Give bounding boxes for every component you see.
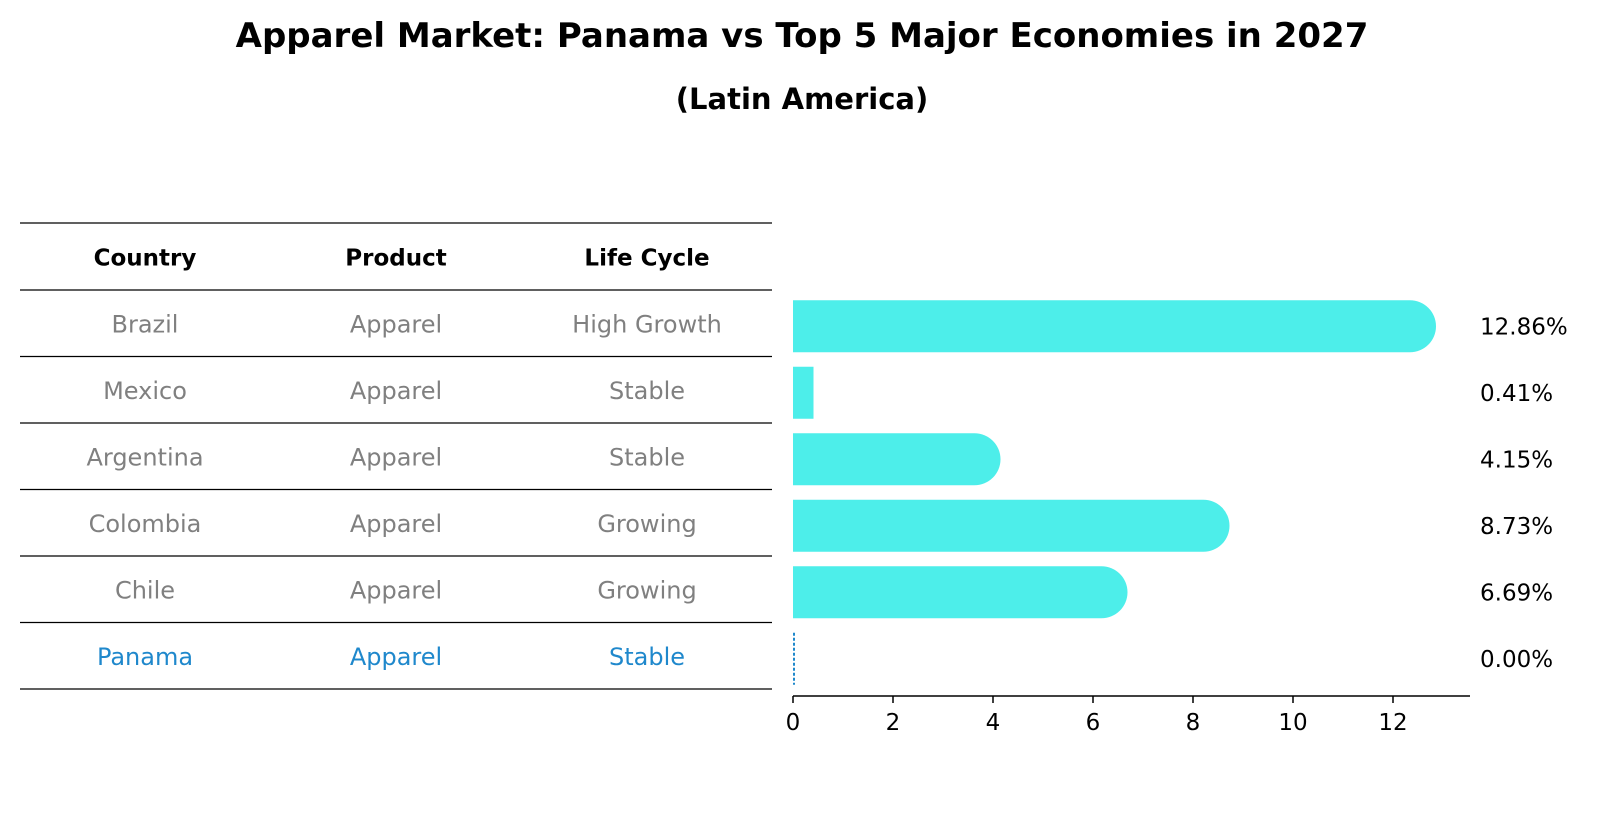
value-label: 4.15% [1480,447,1553,473]
x-axis: 0 2 4 6 8 10 12 [786,695,1470,736]
x-tick-label: 8 [1186,710,1201,736]
x-tick-label: 4 [986,710,1001,736]
value-label: 8.73% [1480,514,1553,540]
value-label: 6.69% [1480,580,1553,606]
bar-mexico [793,366,814,419]
table-cell: Chile [115,576,175,604]
table-cell: Apparel [350,510,442,538]
table-header-cell: Life Cycle [584,246,709,272]
table-cell: Stable [609,443,685,471]
table-cell: Apparel [350,377,442,405]
table-cell: Mexico [103,377,187,405]
bar-series [793,300,1436,685]
table-cell: Panama [97,643,193,671]
x-tick-label: 10 [1278,710,1307,736]
chart-title: Apparel Market: Panama vs Top 5 Major Ec… [235,16,1369,56]
chart-subtitle: (Latin America) [675,82,929,116]
table-cell: Apparel [350,310,442,338]
table-header-cell: Product [345,246,446,272]
data-table: Country Product Life Cycle Brazil Apparel Hig… [20,222,772,690]
table-cell: Argentina [86,443,203,471]
x-tick-label: 0 [786,710,801,736]
bar-chile [793,566,1128,619]
table-cell: Apparel [350,443,442,471]
table-cell: Stable [609,377,685,405]
x-tick-label: 12 [1378,710,1407,736]
table-cell: Growing [597,576,696,604]
table-header-cell: Country [94,246,197,272]
bar-colombia [793,499,1230,552]
table-cell: Apparel [350,643,442,671]
table-cell: Colombia [89,510,202,538]
table-cell: Stable [609,643,685,671]
value-label: 0.00% [1480,647,1553,673]
bar-brazil [793,300,1436,353]
table-cell: Brazil [112,310,179,338]
value-label: 12.86% [1480,314,1568,340]
value-label: 0.41% [1480,381,1553,407]
table-cell: High Growth [572,310,722,338]
table-cell: Apparel [350,576,442,604]
table-cell: Growing [597,510,696,538]
x-tick-label: 6 [1086,710,1101,736]
bar-argentina [793,433,1001,486]
value-labels: 12.86% 0.41% 4.15% 8.73% 6.69% 0.00% [1480,314,1568,673]
x-tick-label: 2 [886,710,901,736]
